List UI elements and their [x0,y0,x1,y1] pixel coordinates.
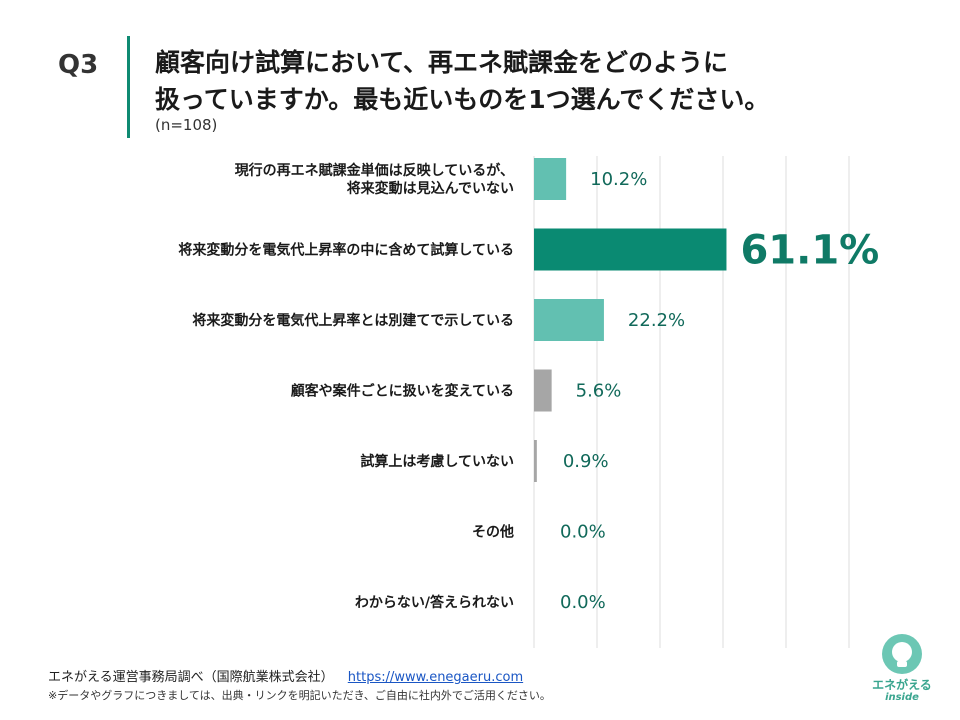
question-number: Q3 [58,50,99,80]
value-label-3: 22.2% [628,310,685,331]
category-label-5: 試算上は考慮していない [360,453,514,470]
value-label-5: 0.9% [563,451,609,472]
category-label-2: 将来変動分を電気代上昇率の中に含めて試算している [178,242,514,259]
source-text: エネがえる運営事務局調べ（国際航業株式会社） [48,670,334,685]
enegaeru-logo: エネがえる inside [862,634,942,710]
source-line: エネがえる運営事務局調べ（国際航業株式会社） https://www.enega… [48,666,523,685]
value-label-4: 5.6% [576,381,622,402]
category-label-1-line2: 将来変動は見込んでいない [347,180,514,197]
sample-size: (n=108) [155,116,218,134]
bar-1 [534,158,567,200]
bar-4 [534,369,552,412]
lightbulb-logo-icon [882,634,922,674]
bar-3 [534,299,604,341]
question-title-line2: 扱っていますか。最も近いものを1つ選んでください。 [155,85,770,114]
question-title-line1: 顧客向け試算において、再エネ賦課金をどのように [155,48,729,77]
logo-name: エネがえる [872,678,932,692]
category-label-1-line1: 現行の再エネ賦課金単価は反映しているが、 [235,162,514,179]
logo-sub: inside [885,692,919,703]
header-divider [127,36,130,138]
source-link[interactable]: https://www.enegaeru.com [347,670,524,685]
value-label-1: 10.2% [590,169,647,190]
category-label-6: その他 [472,524,514,541]
bar-5 [534,440,537,482]
bar-2 [534,228,727,271]
value-label-6: 0.0% [560,522,606,543]
category-label-4: 顧客や案件ごとに扱いを変えている [291,383,514,400]
value-label-7: 0.0% [560,592,606,613]
category-label-3: 将来変動分を電気代上昇率とは別建てで示している [192,312,514,329]
value-label-2: 61.1% [740,228,879,274]
question-title: 顧客向け試算において、再エネ賦課金をどのように 扱っていますか。最も近いものを1… [155,44,915,118]
usage-note: ※データやグラフにつきましては、出典・リンクを明記いただき、ご自由に社内外でご活… [48,689,551,702]
category-label-7: わからない/答えられない [355,594,514,611]
